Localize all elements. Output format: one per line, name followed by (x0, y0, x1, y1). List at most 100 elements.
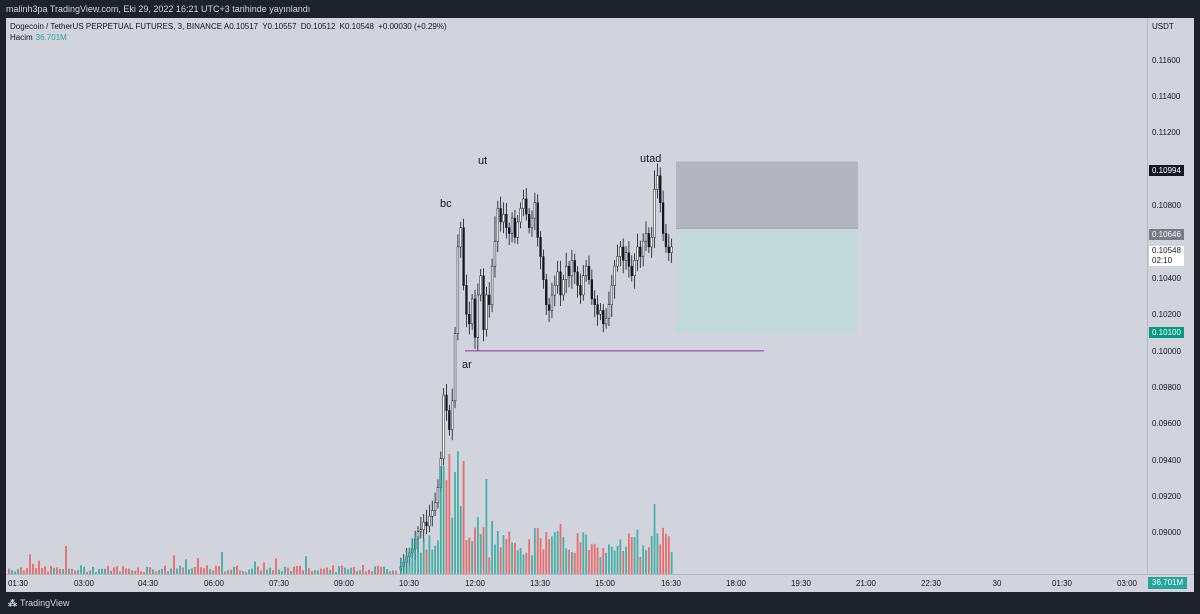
volume-bar (74, 570, 76, 574)
candle-body (433, 502, 437, 511)
candle-body (496, 208, 499, 242)
volume-bar (17, 569, 19, 574)
annotation-utad[interactable]: utad (640, 153, 662, 165)
volume-bar (565, 548, 568, 574)
time-tick: 13:30 (529, 579, 551, 588)
volume-bar (605, 552, 607, 574)
volume-bar (29, 554, 31, 574)
volume-bar (414, 536, 417, 574)
volume-bar (134, 571, 136, 574)
volume-bar (59, 568, 61, 574)
volume-bar (110, 570, 112, 574)
candle-body (573, 260, 576, 273)
volume-bar (161, 568, 163, 574)
annotation-ut[interactable]: ut (478, 155, 488, 167)
volume-bar (83, 566, 85, 574)
volume-bar (465, 539, 468, 574)
volume-bar (173, 555, 175, 574)
volume-bar (269, 567, 271, 574)
candle-body (624, 252, 628, 261)
candle-body (622, 246, 625, 261)
candle-body (482, 275, 485, 330)
volume-bar (332, 565, 334, 574)
candle-body (616, 256, 619, 267)
candle-body (661, 202, 665, 234)
volume-bar (400, 558, 402, 574)
volume-bar (263, 562, 265, 574)
volume-bar (236, 565, 238, 574)
volume-bar (405, 550, 408, 574)
volume-bar (233, 566, 235, 574)
volume-bar (659, 544, 662, 574)
volume-bar (392, 570, 394, 574)
plot-area[interactable]: Dogecoin / TetherUS PERPETUAL FUTURES, 3… (6, 18, 1148, 574)
volume-bar (197, 558, 199, 574)
volume-bar (505, 539, 508, 574)
volume-bar (341, 565, 343, 574)
price-tick: 0.10400 (1152, 274, 1181, 283)
annotation-bc[interactable]: bc (440, 198, 452, 210)
candle-body (462, 227, 465, 286)
volume-bar (320, 568, 322, 574)
volume-bar (203, 568, 205, 574)
time-tick: 16:30 (660, 579, 682, 588)
candle-body (567, 265, 571, 277)
candle-body (644, 233, 648, 242)
volume-bar (468, 537, 471, 574)
volume-bar (143, 571, 145, 574)
annotation-ar[interactable]: ar (462, 359, 472, 371)
ohlc-open: A0.10517 (223, 22, 259, 31)
volume-value: 36.701M (35, 33, 67, 42)
volume-bar (531, 555, 533, 574)
volume-bar (411, 538, 414, 574)
volume-bar (188, 569, 190, 574)
volume-bar (344, 567, 346, 574)
volume-bar (50, 565, 52, 574)
candle-body (451, 400, 454, 430)
volume-bar (287, 567, 289, 574)
volume-bar (395, 570, 397, 574)
volume-bar (47, 571, 49, 574)
volume-bar (628, 533, 630, 574)
volume-bar (176, 568, 178, 574)
candle-body (516, 221, 519, 238)
candle-body (656, 175, 659, 190)
volume-bar (365, 571, 367, 574)
time-axis[interactable]: 01:30 03:00 04:30 06:00 07:30 09:00 10:3… (6, 574, 1194, 592)
volume-bar (459, 506, 462, 574)
volume-bar (221, 552, 223, 574)
volume-bar (670, 552, 673, 574)
volume-legend: Hacim 36.701M (10, 33, 67, 42)
price-axis[interactable]: USDT 0.11600 0.11400 0.11200 0.10800 0.1… (1148, 18, 1194, 574)
volume-bar (451, 517, 454, 574)
volume-axis-tag: 36.701M (1148, 577, 1188, 589)
volume-bar (590, 544, 593, 574)
candle-body (533, 202, 537, 219)
volume-bar (636, 529, 639, 574)
volume-bar (437, 540, 439, 574)
volume-bar (428, 535, 431, 574)
volume-bar (128, 568, 130, 574)
candle-body (599, 310, 602, 315)
volume-bar (275, 558, 277, 574)
volume-bar (272, 570, 274, 574)
candle-body (590, 279, 594, 300)
volume-bar (662, 527, 664, 574)
volume-label: Hacim (10, 33, 33, 42)
volume-bar (278, 569, 280, 574)
price-tick: 0.09600 (1152, 419, 1181, 428)
volume-bar (20, 567, 22, 574)
tradingview-logo[interactable]: ⁂ TradingView (8, 598, 70, 609)
volume-bar (667, 536, 670, 574)
volume-bar (350, 567, 352, 574)
price-tick: 0.10000 (1152, 347, 1181, 356)
candle-body (479, 275, 482, 296)
volume-bar (496, 531, 499, 574)
volume-bar (639, 556, 642, 574)
price-tick: 0.11400 (1152, 92, 1181, 101)
volume-bar (302, 570, 304, 574)
candle-body (604, 317, 608, 325)
volume-bar (260, 570, 262, 574)
candle-body (653, 188, 656, 238)
chart-frame: Dogecoin / TetherUS PERPETUAL FUTURES, 3… (6, 18, 1194, 592)
